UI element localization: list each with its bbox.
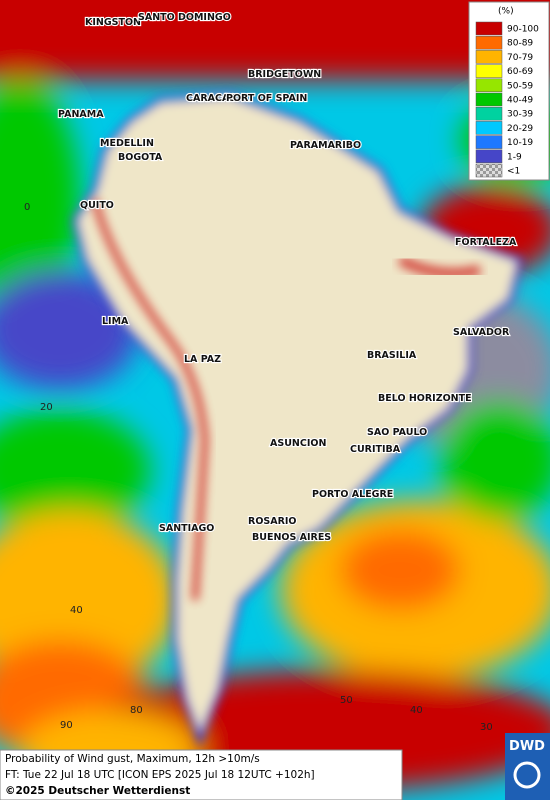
legend-swatch: [475, 92, 503, 107]
legend-label: 30-39: [507, 110, 533, 120]
legend-label: 40-49: [507, 96, 533, 106]
grid-label: 0: [24, 202, 30, 213]
footer-line: Probability of Wind gust, Maximum, 12h >…: [5, 753, 260, 765]
legend-swatch: [475, 50, 503, 64]
city-label: LA PAZ: [184, 354, 221, 365]
footer-box: [0, 749, 403, 800]
legend-swatch: [475, 106, 503, 121]
logo-icon: [513, 761, 541, 789]
city-label: SALVADOR: [453, 327, 510, 338]
city-label: PORTO ALEGRE: [312, 489, 393, 500]
city-label: BRASILIA: [367, 350, 417, 361]
city-label: ROSARIO: [248, 516, 297, 527]
legend-label: 90-100: [507, 25, 539, 35]
logo-box: [505, 733, 550, 800]
grid-label: 20: [40, 402, 53, 413]
grid-label: 40: [70, 605, 83, 616]
legend-swatch: [475, 78, 503, 93]
legend-label: <1: [507, 167, 520, 177]
city-label: SANTO DOMINGO: [138, 12, 231, 23]
footer-line: ©2025 Deutscher Wetterdienst: [5, 785, 190, 797]
grid-label: 80: [130, 705, 143, 716]
legend-label: 10-19: [507, 138, 533, 148]
city-label: QUITO: [80, 200, 114, 211]
legend-label: 1-9: [507, 152, 522, 162]
legend-label: 60-69: [507, 67, 533, 77]
city-label: BRIDGETOWN: [248, 69, 321, 80]
footer: Probability of Wind gust, Maximum, 12h >…: [0, 733, 550, 800]
city-label: PARAMARIBO: [290, 140, 361, 151]
city-label: KINGSTON: [85, 17, 141, 28]
grid-label: 40: [410, 705, 423, 716]
legend-swatch: [475, 149, 503, 164]
city-label: PANAMA: [58, 109, 104, 120]
city-label: BUENOS AIRES: [252, 532, 331, 543]
city-label: SAO PAULO: [367, 427, 427, 438]
city-label: BOGOTA: [118, 152, 163, 163]
city-label: CURITIBA: [350, 444, 401, 455]
footer-line: FT: Tue 22 Jul 18 UTC [ICON EPS 2025 Jul…: [5, 769, 315, 781]
legend-title: (%): [498, 7, 514, 17]
city-label: MEDELLIN: [100, 138, 154, 149]
legend-label: 80-89: [507, 39, 533, 49]
legend-label: 70-79: [507, 53, 533, 63]
grid-label: 30: [480, 722, 493, 733]
logo-text: DWD: [509, 739, 545, 754]
legend: (%) 90-100 80-89 70-79 60-69 50-59 40-49 30-39…: [468, 1, 550, 181]
grid-label: 90: [60, 720, 73, 731]
city-label: SANTIAGO: [159, 523, 214, 534]
grid-label: 50: [340, 695, 353, 706]
legend-swatch: [475, 64, 503, 78]
legend-swatch: [475, 135, 503, 149]
legend-label: 20-29: [507, 124, 533, 134]
city-label: FORTALEZA: [455, 237, 517, 248]
legend-swatch: [475, 121, 503, 135]
legend-swatch: [475, 21, 503, 36]
legend-label: 50-59: [507, 81, 533, 91]
city-label: ASUNCION: [270, 438, 326, 449]
city-label: BELO HORIZONTE: [378, 393, 472, 404]
legend-swatch: [475, 163, 503, 178]
legend-swatch: [475, 35, 503, 50]
city-label: LIMA: [102, 316, 129, 327]
city-label: PORT OF SPAIN: [226, 93, 307, 104]
city-label: CARACAS: [186, 93, 236, 104]
